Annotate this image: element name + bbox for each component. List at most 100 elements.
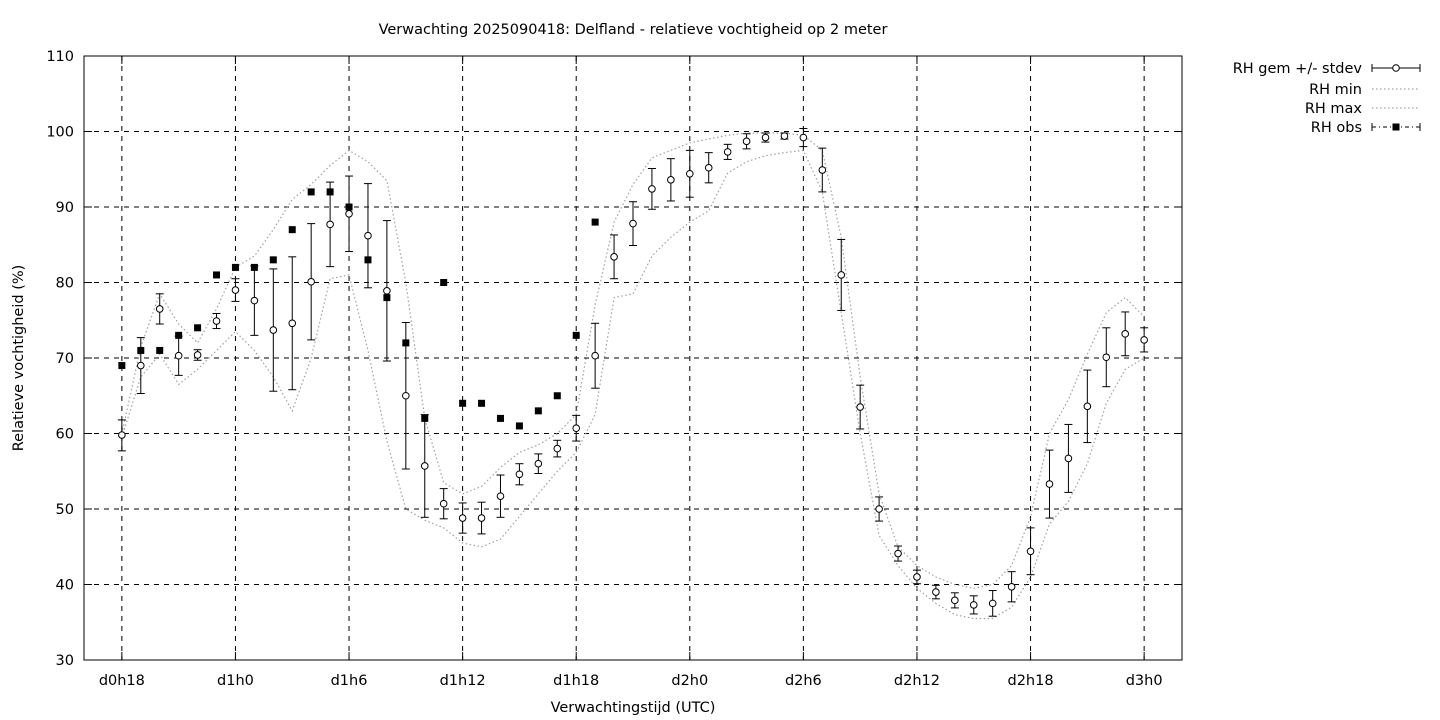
rh-obs-point (288, 226, 296, 234)
rh-obs-point (572, 331, 580, 339)
rh-obs-point (213, 271, 221, 279)
rh-mean-point (1083, 402, 1092, 411)
rh-obs-point (440, 279, 448, 286)
legend-label: RH max (1305, 101, 1363, 117)
rh-mean-point (231, 286, 240, 294)
rh-mean-point (667, 176, 675, 184)
rh-mean-point (496, 492, 505, 500)
x-tick-label: d1h12 (440, 673, 486, 689)
rh-obs-point (591, 218, 599, 226)
y-tick-label: 110 (46, 49, 74, 65)
y-tick-label: 30 (56, 653, 74, 669)
rh-mean-point (193, 351, 202, 359)
y-tick-label: 70 (56, 351, 74, 367)
rh-mean-point (1026, 547, 1035, 556)
rh-mean-point (458, 514, 467, 522)
rh-mean-point (402, 391, 410, 400)
legend-label: RH obs (1311, 120, 1362, 136)
rh-mean-point (155, 305, 164, 313)
rh-obs-point (118, 362, 126, 370)
x-tick-label: d0h18 (99, 673, 145, 689)
rh-mean-point (420, 462, 429, 470)
rh-mean-point (1007, 582, 1016, 591)
rh-mean-point (383, 287, 391, 295)
rh-max-line (121, 132, 1145, 589)
series-minmax-layer (121, 132, 1145, 620)
rh-mean-point (250, 296, 259, 305)
rh-mean-point (326, 220, 334, 229)
series-obs-layer (118, 188, 599, 430)
rh-mean-point (951, 596, 959, 605)
rh-obs-point (345, 203, 353, 211)
rh-obs-point (156, 346, 164, 354)
rh-mean-point (932, 588, 940, 596)
rh-mean-point (439, 499, 448, 508)
rh-min-line (121, 149, 1145, 620)
rh-mean-point (818, 166, 827, 174)
x-tick-label: d2h18 (1008, 673, 1054, 689)
rh-mean-point (1102, 353, 1111, 362)
rh-obs-point (553, 392, 561, 400)
x-tick-label: d2h0 (671, 673, 708, 689)
series-errorbars-layer (117, 127, 1149, 617)
rh-obs-point (326, 188, 334, 196)
rh-mean-point (894, 549, 902, 558)
rh-mean-point (307, 277, 315, 286)
rh-mean-point (269, 326, 278, 334)
rh-mean-point (288, 319, 297, 328)
rh-mean-point (1121, 330, 1130, 338)
y-tick-label: 50 (56, 502, 74, 518)
rh-obs-point (307, 188, 315, 196)
rh-mean-point (1064, 454, 1073, 463)
rh-mean-point (136, 361, 145, 370)
rh-mean-point (553, 444, 562, 453)
rh-mean-point (610, 253, 618, 261)
rh-mean-point (572, 424, 581, 433)
x-tick-label: d2h6 (785, 673, 822, 689)
x-tick-label: d3h0 (1126, 673, 1163, 689)
chart-title: Verwachting 2025090418: Delfland - relat… (379, 22, 888, 38)
y-tick-label: 60 (56, 427, 74, 443)
rh-obs-point (194, 324, 202, 332)
rh-obs-point (515, 422, 523, 430)
ticks: 30 40 50 60 70 80 90 100 110 d0h18 d1h0 d1h6 d1h12 d1… (46, 49, 1182, 689)
rh-mean-point (648, 185, 656, 193)
rh-mean-point (969, 601, 978, 609)
rh-mean-point (837, 271, 846, 279)
rh-obs-point (478, 399, 486, 407)
rh-mean-point (704, 163, 713, 172)
rh-mean-point (875, 505, 883, 513)
rh-mean-point (685, 169, 694, 178)
rh-mean-point (364, 231, 372, 240)
rh-mean-point (761, 133, 770, 142)
y-tick-label: 90 (56, 200, 74, 216)
rh-mean-point (534, 459, 543, 468)
rh-mean-point (477, 514, 486, 522)
rh-obs-point (383, 294, 391, 302)
rh-mean-point (345, 209, 353, 218)
rh-mean-point (629, 219, 637, 228)
rh-mean-point (856, 403, 864, 411)
rh-mean-point (1140, 336, 1148, 344)
y-tick-label: 40 (56, 578, 74, 594)
legend-label: RH min (1309, 82, 1362, 98)
rh-obs-point (402, 339, 410, 347)
legend-label: RH gem +/- stdev (1233, 61, 1363, 77)
rh-mean-point (723, 148, 732, 156)
rh-obs-point (534, 407, 542, 415)
rh-obs-point (421, 414, 429, 422)
rh-mean-point (1045, 480, 1054, 488)
rh-obs-point (231, 263, 239, 271)
rh-obs-point (364, 256, 372, 264)
rh-obs-point (250, 263, 258, 271)
x-tick-label: d1h6 (331, 673, 368, 689)
rh-mean-point (212, 317, 221, 325)
rh-mean-point (799, 133, 808, 142)
rh-mean-point (515, 470, 524, 479)
rh-mean-point (988, 599, 997, 608)
rh-obs-point (175, 331, 183, 339)
x-tick-label: d2h12 (894, 673, 940, 689)
rh-obs-point (459, 399, 467, 407)
